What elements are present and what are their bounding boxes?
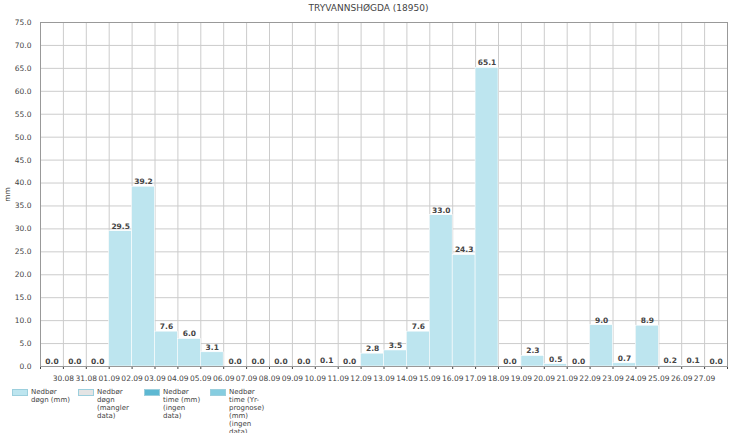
svg-text:0.0: 0.0 bbox=[343, 357, 356, 366]
svg-text:75.0: 75.0 bbox=[15, 18, 32, 27]
svg-text:5.0: 5.0 bbox=[20, 339, 32, 348]
svg-text:02.09: 02.09 bbox=[121, 374, 143, 383]
svg-text:0.1: 0.1 bbox=[687, 356, 700, 365]
svg-text:0.0: 0.0 bbox=[229, 357, 242, 366]
svg-text:0.1: 0.1 bbox=[320, 356, 333, 365]
svg-text:65.1: 65.1 bbox=[478, 58, 497, 67]
html-text:TRYVANNSHØGDA (18950): TRYVANNSHØGDA (18950) bbox=[308, 3, 429, 13]
svg-text:39.2: 39.2 bbox=[134, 177, 153, 186]
svg-text:0.0: 0.0 bbox=[45, 357, 58, 366]
svg-text:0.5: 0.5 bbox=[549, 355, 562, 364]
svg-text:29.5: 29.5 bbox=[111, 222, 130, 231]
svg-text:21.09: 21.09 bbox=[556, 374, 578, 383]
svg-text:50.0: 50.0 bbox=[15, 133, 32, 142]
svg-text:9.0: 9.0 bbox=[595, 316, 608, 325]
svg-text:25.0: 25.0 bbox=[15, 247, 32, 256]
svg-text:2.3: 2.3 bbox=[526, 346, 539, 355]
svg-text:0.2: 0.2 bbox=[664, 356, 677, 365]
svg-text:20.09: 20.09 bbox=[534, 374, 556, 383]
svg-text:3.5: 3.5 bbox=[389, 341, 402, 350]
svg-text:01.09: 01.09 bbox=[98, 374, 120, 383]
svg-text:0.0: 0.0 bbox=[91, 357, 104, 366]
svg-text:12.09: 12.09 bbox=[350, 374, 372, 383]
svg-text:22.09: 22.09 bbox=[579, 374, 601, 383]
svg-text:mm: mm bbox=[3, 187, 12, 202]
svg-text:0.0: 0.0 bbox=[709, 357, 722, 366]
svg-text:8.9: 8.9 bbox=[641, 316, 654, 325]
svg-text:06.09: 06.09 bbox=[213, 374, 235, 383]
svg-text:7.6: 7.6 bbox=[412, 322, 425, 331]
svg-text:09.09: 09.09 bbox=[282, 374, 304, 383]
svg-text:0.0: 0.0 bbox=[20, 362, 32, 371]
svg-text:70.0: 70.0 bbox=[15, 41, 32, 50]
svg-text:65.0: 65.0 bbox=[15, 64, 32, 73]
svg-text:19.09: 19.09 bbox=[511, 374, 533, 383]
svg-text:14.09: 14.09 bbox=[396, 374, 418, 383]
svg-text:11.09: 11.09 bbox=[327, 374, 349, 383]
svg-text:18.09: 18.09 bbox=[488, 374, 510, 383]
html-text:Nedbør time (mm) (ingen data): Nedbør time (mm) (ingen data) bbox=[163, 388, 201, 420]
svg-text:33.0: 33.0 bbox=[432, 206, 451, 215]
svg-text:23.09: 23.09 bbox=[602, 374, 624, 383]
svg-text:24.3: 24.3 bbox=[455, 245, 474, 254]
svg-text:40.0: 40.0 bbox=[15, 178, 32, 187]
svg-text:16.09: 16.09 bbox=[442, 374, 464, 383]
svg-text:6.0: 6.0 bbox=[183, 329, 196, 338]
svg-text:26.09: 26.09 bbox=[671, 374, 693, 383]
svg-text:7.6: 7.6 bbox=[160, 322, 173, 331]
svg-text:30.08: 30.08 bbox=[53, 374, 75, 383]
svg-text:3.1: 3.1 bbox=[206, 343, 219, 352]
svg-text:55.0: 55.0 bbox=[15, 110, 32, 119]
svg-text:08.09: 08.09 bbox=[259, 374, 281, 383]
svg-text:31.08: 31.08 bbox=[76, 374, 98, 383]
svg-text:0.0: 0.0 bbox=[251, 357, 264, 366]
svg-text:20.0: 20.0 bbox=[15, 270, 32, 279]
svg-text:24.09: 24.09 bbox=[625, 374, 647, 383]
svg-text:04.09: 04.09 bbox=[167, 374, 189, 383]
svg-text:15.0: 15.0 bbox=[15, 293, 32, 302]
svg-text:10.09: 10.09 bbox=[305, 374, 327, 383]
svg-text:05.09: 05.09 bbox=[190, 374, 212, 383]
svg-text:45.0: 45.0 bbox=[15, 156, 32, 165]
svg-text:0.0: 0.0 bbox=[68, 357, 81, 366]
svg-text:15.09: 15.09 bbox=[419, 374, 441, 383]
svg-text:27.09: 27.09 bbox=[694, 374, 716, 383]
html-text:Nedbør døgn (mm): Nedbør døgn (mm) bbox=[31, 388, 70, 404]
svg-text:0.0: 0.0 bbox=[297, 357, 310, 366]
svg-text:0.7: 0.7 bbox=[618, 354, 631, 363]
svg-text:17.09: 17.09 bbox=[465, 374, 487, 383]
html-text:Nedbør døgn (mangler data): Nedbør døgn (mangler data) bbox=[97, 388, 129, 420]
svg-text:0.0: 0.0 bbox=[503, 357, 516, 366]
svg-text:25.09: 25.09 bbox=[648, 374, 670, 383]
svg-text:07.09: 07.09 bbox=[236, 374, 258, 383]
svg-text:0.0: 0.0 bbox=[274, 357, 287, 366]
svg-text:35.0: 35.0 bbox=[15, 201, 32, 210]
svg-text:10.0: 10.0 bbox=[15, 316, 32, 325]
svg-text:2.8: 2.8 bbox=[366, 344, 379, 353]
svg-text:30.0: 30.0 bbox=[15, 224, 32, 233]
svg-text:03.09: 03.09 bbox=[144, 374, 166, 383]
svg-text:13.09: 13.09 bbox=[373, 374, 395, 383]
svg-text:60.0: 60.0 bbox=[15, 87, 32, 96]
svg-text:0.0: 0.0 bbox=[572, 357, 585, 366]
